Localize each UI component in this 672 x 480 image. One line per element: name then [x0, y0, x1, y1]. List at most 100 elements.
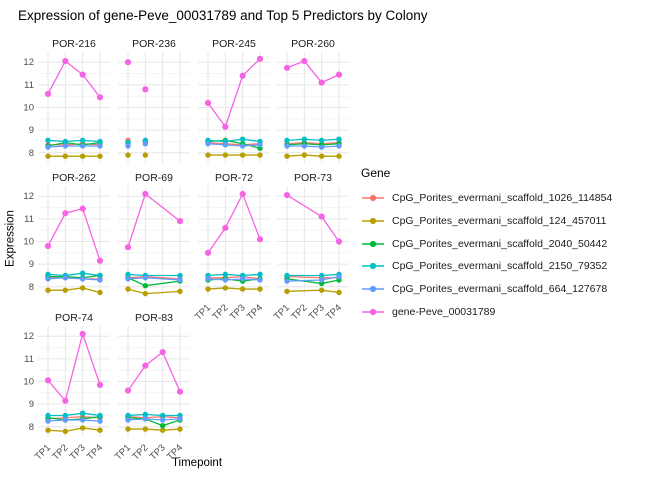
series-line [47, 419, 101, 422]
data-point [45, 276, 51, 282]
legend-key-point [369, 217, 377, 225]
x-tick-label: TP4 [85, 442, 105, 462]
data-point [45, 412, 51, 419]
data-point [257, 286, 263, 292]
data-point [318, 137, 325, 144]
data-point [79, 410, 86, 416]
data-point [204, 99, 212, 107]
series-line [48, 287, 101, 294]
y-tick-label: 10 [23, 103, 34, 114]
facet-POR-216: POR-216 8 9 10 11 12 [23, 38, 110, 163]
legend-key-point [369, 195, 377, 202]
data-point [79, 143, 86, 149]
data-point [283, 191, 291, 199]
series-line [47, 427, 101, 432]
data-point [318, 153, 325, 159]
data-point [96, 381, 104, 388]
facet-strip-label: POR-245 [212, 38, 256, 50]
data-point [335, 238, 343, 245]
data-point [336, 273, 342, 280]
data-point [222, 152, 229, 158]
series-line [286, 141, 340, 145]
series-s124 [45, 285, 103, 296]
series-s124 [45, 153, 103, 159]
series-line [47, 207, 101, 261]
series-s2150 [284, 136, 342, 144]
series-s664 [45, 143, 103, 150]
x-tick-label: TP1 [113, 442, 133, 462]
data-point [176, 388, 184, 395]
data-point [96, 94, 104, 101]
y-axis-title: Expression [4, 210, 17, 267]
facet-POR-69: POR-69 [118, 172, 190, 297]
series-s664 [45, 417, 103, 424]
data-point [62, 153, 69, 159]
data-point [222, 224, 229, 232]
data-point [142, 282, 149, 289]
series-gene [44, 330, 104, 404]
data-point [283, 64, 291, 71]
x-tick-label: TP4 [245, 302, 265, 322]
data-point [336, 143, 342, 149]
data-point [239, 72, 246, 79]
legend-item-s124: CpG_Porites_evermani_scaffold_124_457011 [361, 210, 612, 233]
series-gene [124, 59, 149, 93]
data-point [257, 142, 263, 148]
data-point [97, 427, 103, 433]
legend-item-s2040: CpG_Porites_evermani_scaffold_2040_50442 [361, 232, 612, 255]
legend-label: CpG_Porites_evermani_scaffold_2040_50442 [392, 237, 608, 250]
legend-key-point [369, 263, 377, 270]
legend-key-icon [362, 263, 384, 270]
data-point [79, 137, 86, 144]
data-point [142, 290, 149, 297]
series-line [128, 428, 181, 431]
data-point [239, 286, 246, 292]
data-point [45, 427, 51, 433]
data-point [45, 137, 51, 144]
data-point [257, 152, 263, 158]
data-point [177, 426, 183, 432]
y-tick-label: 9 [29, 259, 34, 270]
series-line [207, 192, 261, 254]
data-point [159, 422, 166, 429]
x-tick-label: TP2 [130, 442, 150, 462]
data-point [239, 190, 246, 198]
data-point [125, 143, 131, 149]
y-tick-label: 12 [23, 331, 34, 342]
series-s2150 [45, 410, 103, 419]
data-point [257, 271, 263, 278]
facet-strip-label: POR-73 [294, 172, 332, 184]
facet-POR-262: POR-262 8 9 10 11 12 [23, 172, 110, 297]
data-point [62, 143, 69, 149]
series-line [287, 145, 340, 148]
data-point [44, 377, 52, 384]
y-tick-label: 8 [29, 148, 34, 159]
data-point [239, 136, 246, 142]
data-point [318, 272, 325, 279]
y-tick-label: 12 [23, 57, 34, 68]
series-s2150 [45, 137, 103, 145]
series-line [48, 274, 101, 279]
legend-key-icon [362, 195, 384, 202]
data-point [125, 426, 131, 432]
x-tick-label: TP1 [193, 302, 213, 322]
data-point [205, 141, 211, 147]
y-tick-label: 11 [24, 214, 34, 225]
data-point [142, 411, 149, 418]
legend-label: CpG_Porites_evermani_scaffold_2150_79352 [392, 260, 608, 273]
data-point [222, 142, 229, 148]
data-point [44, 242, 52, 250]
y-tick-label: 10 [23, 377, 34, 388]
data-point [96, 257, 104, 264]
legend-item-s664: CpG_Porites_evermani_scaffold_664_127678 [361, 278, 612, 301]
data-point [62, 57, 69, 65]
series-line [127, 415, 181, 419]
series-s124 [205, 285, 263, 292]
data-point [125, 276, 131, 282]
series-s124 [45, 425, 103, 435]
data-point [45, 153, 51, 159]
data-point [284, 288, 290, 295]
data-point [79, 425, 86, 431]
